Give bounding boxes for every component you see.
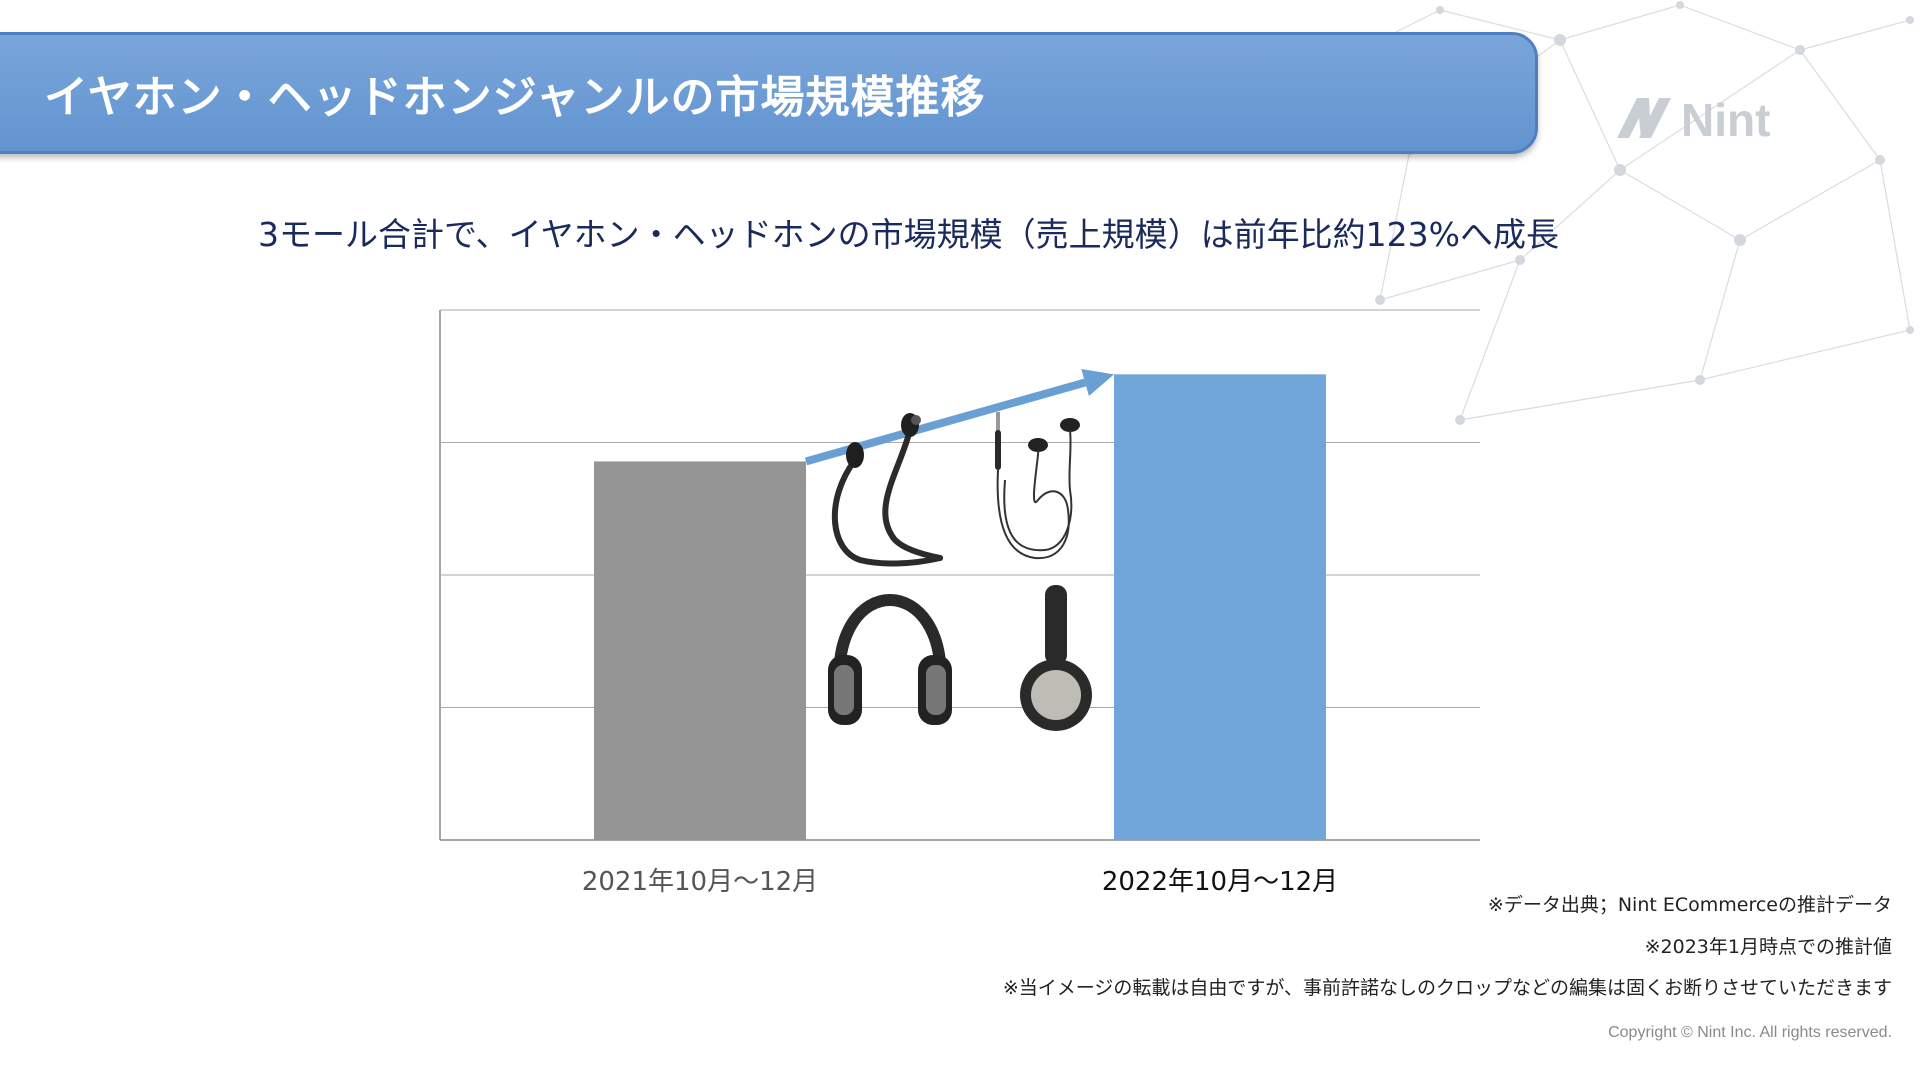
- category-label-2: 2022年10月〜12月: [1102, 867, 1338, 897]
- chart-bars: [594, 374, 1326, 840]
- headphones-over-ear-icon: [828, 594, 952, 725]
- estimate-date-note: ※2023年1月時点での推計値: [1644, 936, 1892, 958]
- earphones-neckband-icon: [832, 413, 943, 567]
- chart-category-labels: 2021年10月〜12月 2022年10月〜12月: [582, 867, 1338, 897]
- bar-1: [594, 461, 806, 840]
- reuse-policy-note: ※当イメージの転載は自由ですが、事前許諾なしのクロップなどの編集は固くお断りさせ…: [1002, 977, 1892, 999]
- headphones-side-icon: [1020, 585, 1092, 731]
- page-title: イヤホン・ヘッドホンジャンルの市場規模推移: [44, 72, 986, 123]
- data-source-note: ※データ出典；Nint ECommerceの推計データ: [1487, 894, 1892, 916]
- growth-arrow-head: [1081, 369, 1114, 396]
- category-label-1: 2021年10月〜12月: [582, 867, 818, 897]
- bar-2: [1114, 374, 1326, 840]
- nint-logo-icon: Nint: [1617, 94, 1770, 146]
- bar-chart: 2021年10月〜12月 2022年10月〜12月: [439, 309, 1480, 897]
- copyright-text: Copyright © Nint Inc. All rights reserve…: [1608, 1024, 1892, 1041]
- logo-text: Nint: [1681, 94, 1770, 146]
- earphones-wired-icon: [995, 412, 1080, 560]
- title-banner: [0, 32, 1538, 154]
- product-illustrations: [828, 412, 1092, 731]
- chart-subtitle: 3モール合計で、イヤホン・ヘッドホンの市場規模（売上規模）は前年比約123%へ成…: [258, 215, 1560, 254]
